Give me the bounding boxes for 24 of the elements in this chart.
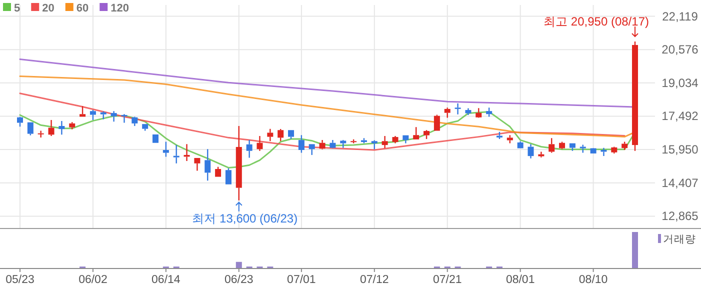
y-tick-label: 15,950 [662, 142, 699, 157]
line-series [19, 92, 626, 151]
x-tick-label: 07/21 [432, 274, 462, 286]
y-tick-label: 12,865 [662, 209, 699, 224]
x-tick-label: 08/10 [578, 274, 608, 286]
x-tick-label: 07/12 [360, 274, 389, 286]
annotation: 최저 13,600 (06/23) [192, 211, 298, 226]
y-tick-label: 14,407 [662, 176, 699, 190]
x-tick-label: 06/23 [224, 274, 254, 286]
x-tick-label: 06/02 [78, 274, 108, 286]
legend-label: 60 [76, 2, 89, 14]
x-tick-label: 06/14 [152, 274, 181, 286]
x-tick-label: 07/01 [287, 274, 316, 286]
legend-label: 20 [42, 2, 54, 14]
legend: 거래량 [658, 234, 696, 246]
y-tick-label: 19,034 [662, 76, 699, 90]
x-tick-label: 08/01 [506, 274, 535, 286]
annotation: 최고 20,950 (08/17) [544, 14, 649, 29]
y-tick-label: 20,576 [662, 42, 699, 57]
legend-label: 5 [14, 2, 20, 14]
x-tick-label: 05/23 [6, 274, 34, 286]
legend-label: 120 [110, 2, 129, 14]
y-tick-label: 22,119 [662, 9, 698, 24]
y-tick-label: 17,492 [662, 109, 699, 124]
